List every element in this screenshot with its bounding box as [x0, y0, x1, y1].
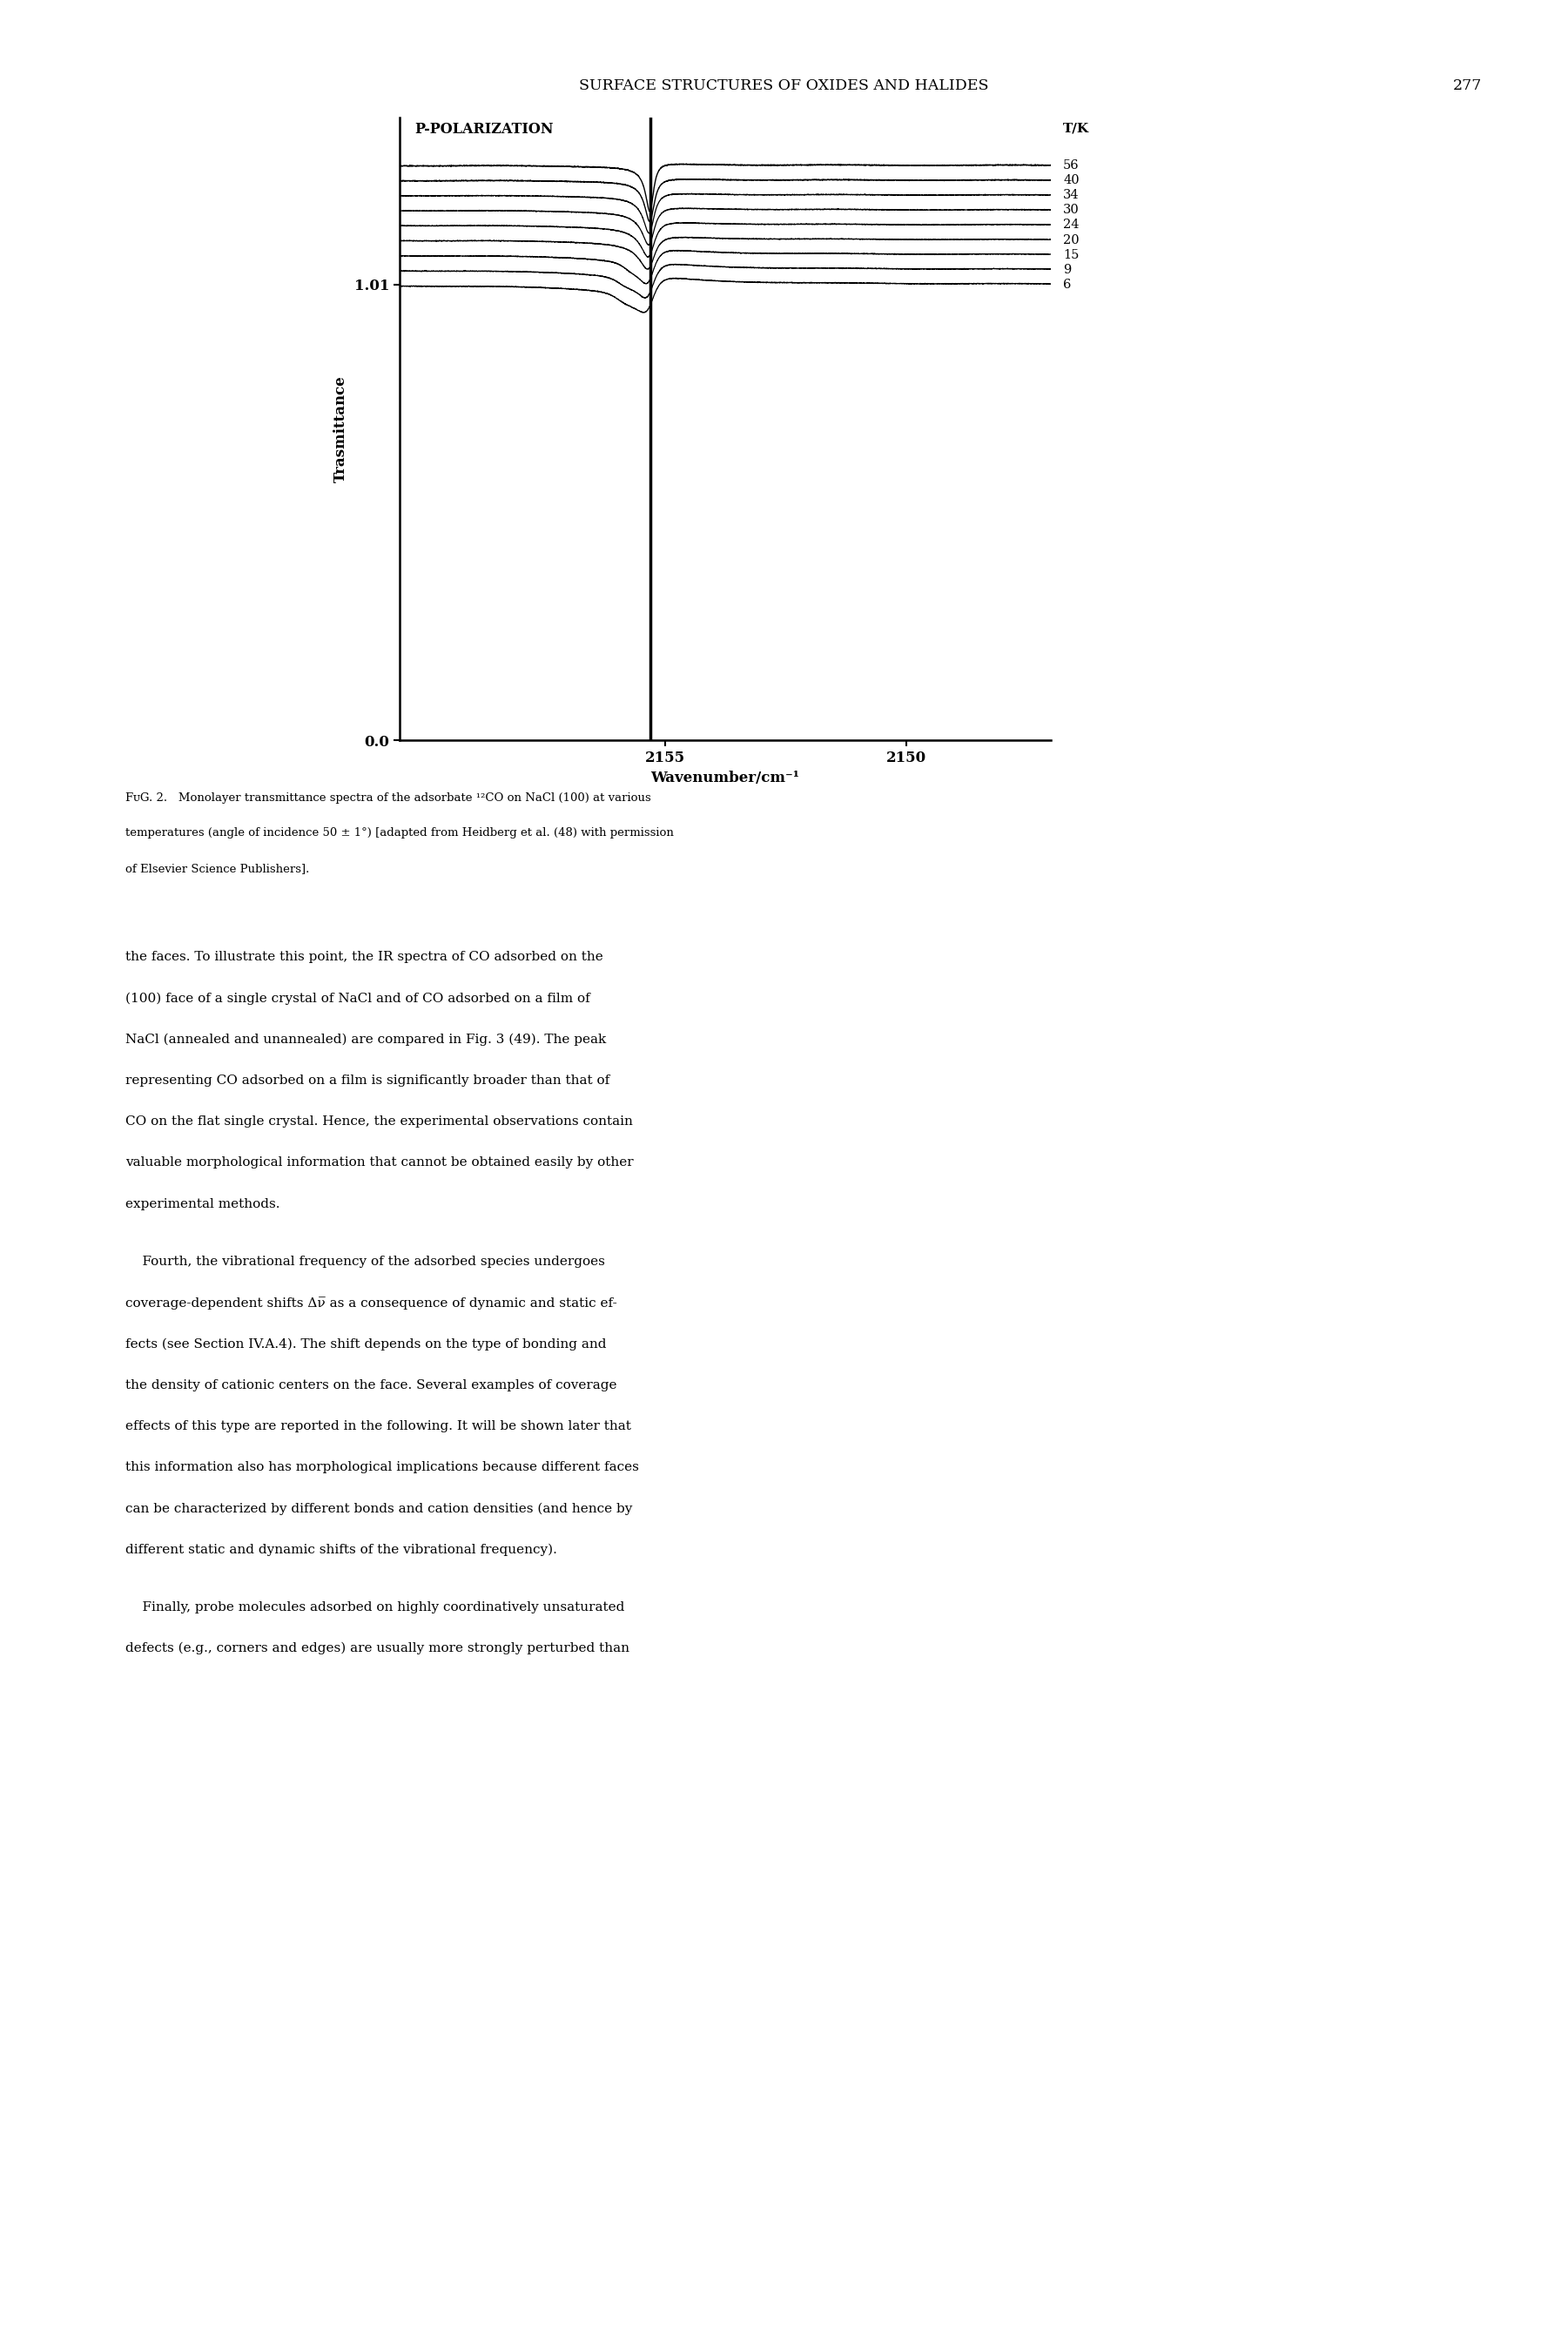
Y-axis label: Trasmittance: Trasmittance [334, 376, 348, 482]
Text: representing CO adsorbed on a film is significantly broader than that of: representing CO adsorbed on a film is si… [125, 1074, 610, 1086]
Text: 6: 6 [1063, 277, 1071, 292]
Text: (100) face of a single crystal of NaCl and of CO adsorbed on a film of: (100) face of a single crystal of NaCl a… [125, 992, 590, 1004]
Text: 40: 40 [1063, 174, 1079, 186]
Text: Finally, probe molecules adsorbed on highly coordinatively unsaturated: Finally, probe molecules adsorbed on hig… [125, 1601, 624, 1613]
Text: defects (e.g., corners and edges) are usually more strongly perturbed than: defects (e.g., corners and edges) are us… [125, 1641, 629, 1655]
Text: can be characterized by different bonds and cation densities (and hence by: can be characterized by different bonds … [125, 1502, 632, 1514]
Text: effects of this type are reported in the following. It will be shown later that: effects of this type are reported in the… [125, 1420, 632, 1432]
Text: 30: 30 [1063, 205, 1079, 216]
Text: 9: 9 [1063, 263, 1071, 275]
Text: the density of cationic centers on the face. Several examples of coverage: the density of cationic centers on the f… [125, 1378, 616, 1392]
Text: SURFACE STRUCTURES OF OXIDES AND HALIDES: SURFACE STRUCTURES OF OXIDES AND HALIDES [579, 78, 989, 94]
Text: temperatures (angle of incidence 50 ± 1°) [adapted from Heidberg et al. (48) wit: temperatures (angle of incidence 50 ± 1°… [125, 828, 674, 839]
Text: FᴜG. 2.   Monolayer transmittance spectra of the adsorbate ¹²CO on NaCl (100) at: FᴜG. 2. Monolayer transmittance spectra … [125, 792, 651, 804]
Text: this information also has morphological implications because different faces: this information also has morphological … [125, 1460, 640, 1474]
Text: different static and dynamic shifts of the vibrational frequency).: different static and dynamic shifts of t… [125, 1542, 557, 1556]
Text: T/K: T/K [1063, 122, 1090, 134]
Text: 20: 20 [1063, 233, 1079, 247]
X-axis label: Wavenumber/cm⁻¹: Wavenumber/cm⁻¹ [651, 771, 800, 785]
Text: 34: 34 [1063, 188, 1079, 202]
Text: the faces. To illustrate this point, the IR spectra of CO adsorbed on the: the faces. To illustrate this point, the… [125, 950, 604, 964]
Text: of Elsevier Science Publishers].: of Elsevier Science Publishers]. [125, 863, 309, 875]
Text: P-POLARIZATION: P-POLARIZATION [414, 122, 554, 136]
Text: 24: 24 [1063, 219, 1079, 230]
Text: fects (see Section IV.A.4). The shift depends on the type of bonding and: fects (see Section IV.A.4). The shift de… [125, 1338, 607, 1349]
Text: NaCl (annealed and unannealed) are compared in Fig. 3 (49). The peak: NaCl (annealed and unannealed) are compa… [125, 1032, 607, 1046]
Text: coverage-dependent shifts Δν̅ as a consequence of dynamic and static ef-: coverage-dependent shifts Δν̅ as a conse… [125, 1295, 618, 1310]
Text: experimental methods.: experimental methods. [125, 1197, 281, 1211]
Text: Fourth, the vibrational frequency of the adsorbed species undergoes: Fourth, the vibrational frequency of the… [125, 1255, 605, 1267]
Text: valuable morphological information that cannot be obtained easily by other: valuable morphological information that … [125, 1157, 633, 1168]
Text: 56: 56 [1063, 160, 1079, 172]
Text: 15: 15 [1063, 249, 1079, 261]
Text: 277: 277 [1452, 78, 1482, 94]
Text: CO on the flat single crystal. Hence, the experimental observations contain: CO on the flat single crystal. Hence, th… [125, 1114, 633, 1128]
